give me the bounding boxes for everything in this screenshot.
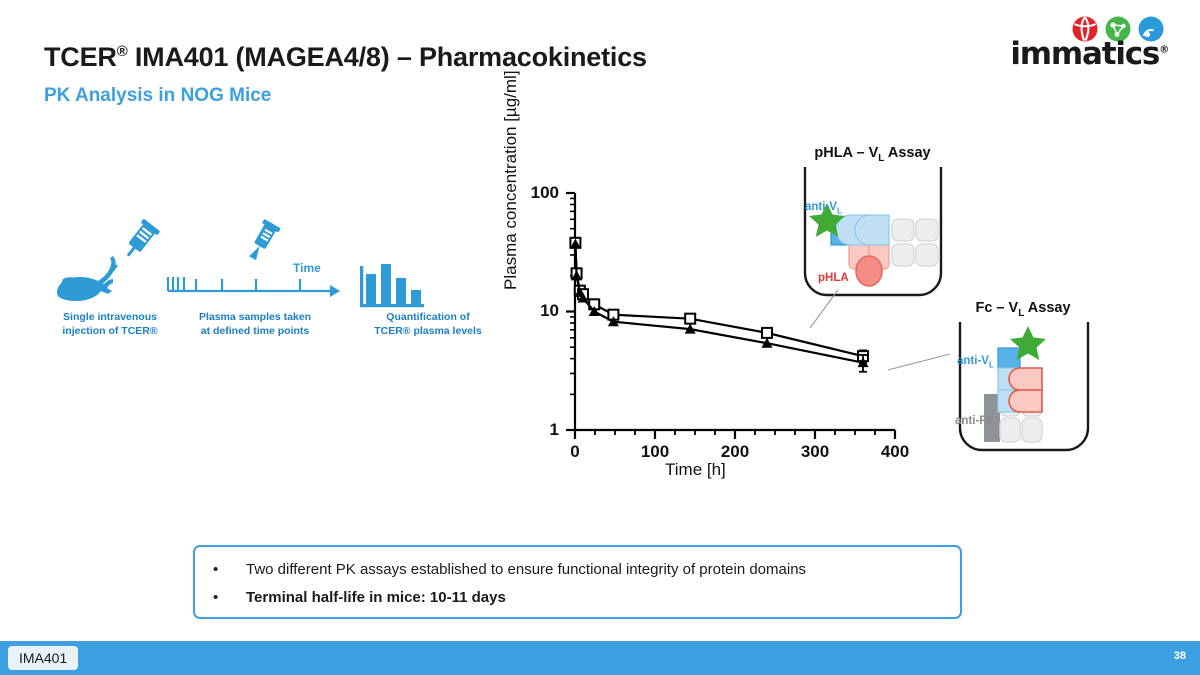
assay-2-title: Fc – VL Assay	[948, 300, 1098, 319]
bar-chart-icon	[360, 264, 424, 308]
assay-2-title-sub: L	[1018, 307, 1025, 319]
chart-x-tick-200: 200	[720, 442, 750, 461]
chart-marker-filled-triangle	[588, 306, 600, 316]
chart-marker-filled-triangle	[761, 337, 773, 348]
workflow-caption-2: Plasma samples taken at defined time poi…	[170, 310, 340, 338]
assay-2-label-antivl-text: anti-V	[957, 355, 989, 367]
summary-box: • Two different PK assays established to…	[193, 545, 962, 619]
chart-x-axis-label: Time [h]	[665, 460, 726, 479]
chart-marker-filled-triangle	[684, 323, 696, 334]
workflow-caption-3: Quantification of TCER® plasma levels	[348, 310, 508, 338]
immatics-logo: immatics®	[1010, 16, 1172, 78]
chart-plot-area	[566, 191, 897, 439]
assay-1-title-pre: pHLA – V	[814, 145, 879, 161]
chart-marker-open-square	[684, 312, 697, 325]
anti-vl-star-icon	[809, 203, 845, 237]
chart-marker-filled-triangle	[607, 316, 619, 327]
assay-2-label-antivl-sub: L	[988, 360, 994, 370]
bullet-text-2: Terminal half-life in mice: 10-11 days	[246, 589, 506, 606]
logo-wordmark: immatics®	[1010, 36, 1169, 72]
assay-1-label-phla: pHLA	[818, 272, 849, 284]
logo-wordmark-text: immatics	[1010, 36, 1160, 72]
logo-registered-mark: ®	[1159, 44, 1169, 56]
chart-marker-filled-triangle	[857, 357, 869, 368]
chart-marker-filled-triangle	[577, 292, 589, 303]
chart-marker-filled-triangle	[569, 238, 581, 249]
pipette-timeline-icon: Time	[166, 219, 340, 297]
chart-y-tick-10: 10	[540, 301, 559, 320]
logo-marks-icon	[1072, 16, 1164, 42]
anti-vl-star-icon-2	[1010, 326, 1046, 360]
page-title-main: TCER	[44, 42, 117, 72]
workflow-caption-3-line1: Quantification of	[386, 311, 470, 323]
registered-mark: ®	[116, 43, 128, 60]
chart-x-tick-0: 0	[570, 442, 580, 461]
chart-y-tick-100: 100	[530, 183, 559, 202]
workflow-caption-1-line2: injection of TCER®	[62, 325, 158, 338]
assay-2-label-antivl: anti-VL	[957, 355, 994, 369]
footer-badge: IMA401	[8, 646, 79, 670]
chart-marker-filled-triangle	[571, 270, 583, 281]
chart-x-tick-300: 300	[800, 442, 830, 461]
chart-y-tick-1: 1	[549, 420, 559, 439]
workflow-diagram: Single intravenous injection of TCER®	[40, 215, 482, 350]
assay-1-title: pHLA – VL Assay	[790, 145, 955, 164]
assay-1-title-sub: L	[878, 152, 885, 164]
pk-chart: Plasma concentration [µg/ml] Time [h] 10…	[501, 70, 925, 500]
assay-1-title-post: Assay	[884, 145, 931, 161]
footer-bar: IMA401 38	[0, 641, 1200, 675]
page-subtitle: PK Analysis in NOG Mice	[44, 85, 272, 106]
page-title: TCER® IMA401 (MAGEA4/8) – Pharmacokineti…	[44, 42, 647, 73]
bullet-text-1: Two different PK assays established to e…	[246, 561, 807, 578]
workflow-caption-1-line1: Single intravenous	[63, 311, 157, 323]
assay-1-label-antivl-sub: L	[836, 206, 842, 216]
workflow-caption-2-line1: Plasma samples taken	[198, 311, 312, 323]
bullet-marker-2: •	[213, 589, 219, 606]
assay-1-label-antivl-text: anti-V	[805, 201, 837, 213]
assay-2-title-pre: Fc – V	[975, 300, 1019, 316]
page-title-rest: IMA401 (MAGEA4/8) – Pharmacokinetics	[127, 42, 647, 72]
timeline-label: Time	[293, 261, 321, 275]
workflow-caption-2-line2: at defined time points	[200, 325, 310, 338]
assay-1-diagram	[803, 167, 943, 297]
assay-2-diagram	[958, 322, 1090, 452]
assay-1-label-antivl: anti-VL	[805, 201, 842, 215]
bullet-marker-1: •	[213, 561, 219, 578]
workflow-caption-1: Single intravenous injection of TCER®	[40, 310, 180, 338]
workflow-caption-3-line2: TCER® plasma levels	[374, 325, 482, 338]
chart-x-tick-400: 400	[880, 442, 910, 461]
assay-2-title-post: Assay	[1024, 300, 1071, 316]
mouse-syringe-icon	[57, 219, 160, 301]
chart-x-tick-100: 100	[640, 442, 670, 461]
footer-page-number: 38	[1173, 650, 1186, 662]
chart-marker-open-square	[761, 326, 773, 339]
assay-2-label-antifc: anti-Fc	[955, 415, 993, 427]
